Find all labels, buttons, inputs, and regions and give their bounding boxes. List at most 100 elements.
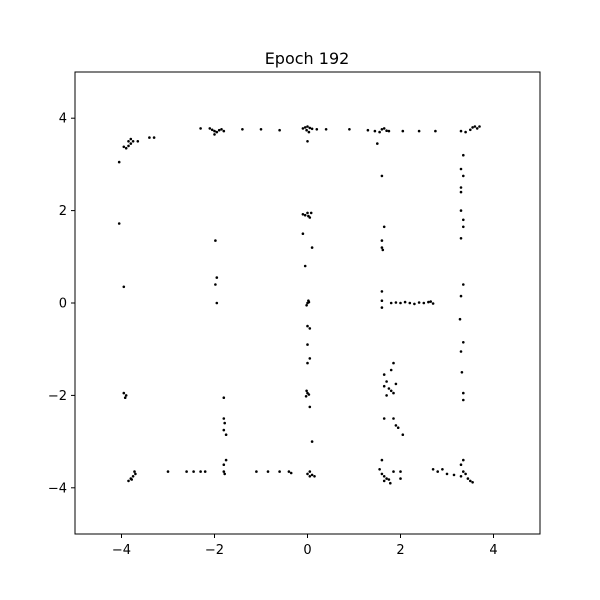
data-point-30 — [376, 142, 379, 145]
data-point-9 — [241, 128, 244, 131]
data-point-108 — [422, 301, 426, 305]
data-point-172 — [380, 458, 384, 462]
data-point-85 — [308, 357, 312, 360]
data-point-103 — [399, 301, 402, 305]
data-point-7 — [222, 129, 226, 133]
data-point-155 — [222, 463, 226, 467]
data-point-91 — [308, 405, 312, 409]
data-point-31 — [401, 129, 405, 133]
data-point-175 — [399, 477, 402, 480]
data-point-159 — [287, 470, 291, 473]
data-point-174 — [399, 470, 402, 473]
data-point-167 — [380, 472, 384, 476]
data-point-109 — [427, 300, 430, 304]
data-point-113 — [385, 380, 388, 383]
data-point-52 — [462, 153, 465, 157]
data-point-176 — [389, 481, 392, 485]
data-point-66 — [460, 371, 464, 374]
data-point-178 — [436, 470, 440, 473]
data-point-127 — [214, 239, 217, 242]
data-point-57 — [459, 209, 463, 212]
data-point-58 — [462, 218, 465, 222]
chart-title: Epoch 192 — [265, 49, 350, 68]
data-point-34 — [459, 129, 463, 133]
data-point-128 — [215, 276, 219, 279]
data-point-154 — [224, 458, 228, 462]
data-point-180 — [445, 472, 449, 476]
data-point-44 — [127, 140, 130, 143]
data-point-77 — [303, 264, 307, 268]
data-point-106 — [413, 302, 416, 306]
data-point-24 — [373, 129, 377, 133]
data-point-131 — [222, 396, 226, 400]
data-point-8 — [199, 127, 202, 130]
data-point-48 — [148, 136, 151, 139]
data-point-112 — [382, 373, 386, 376]
data-point-173 — [392, 470, 395, 473]
data-point-153 — [223, 472, 226, 476]
data-point-148 — [185, 470, 188, 473]
data-point-16 — [310, 127, 314, 131]
data-point-14 — [306, 125, 309, 128]
data-point-23 — [366, 128, 370, 132]
data-point-189 — [459, 463, 463, 467]
data-point-137 — [122, 285, 126, 289]
data-point-80 — [305, 304, 308, 307]
y-tick-label: 2 — [59, 204, 67, 219]
data-point-139 — [124, 394, 128, 397]
data-point-144 — [134, 472, 137, 476]
data-point-53 — [459, 167, 463, 171]
data-point-21 — [324, 128, 328, 131]
data-point-96 — [380, 246, 384, 249]
data-point-94 — [382, 225, 386, 229]
data-point-121 — [385, 394, 388, 397]
data-point-181 — [452, 473, 456, 477]
data-point-115 — [387, 387, 391, 390]
data-point-20 — [315, 128, 319, 131]
data-point-62 — [459, 294, 463, 298]
data-point-28 — [385, 129, 388, 132]
data-point-67 — [462, 391, 465, 395]
data-point-50 — [117, 160, 121, 164]
data-point-140 — [123, 396, 127, 400]
y-tick-label: −4 — [48, 481, 67, 496]
data-point-33 — [434, 129, 437, 133]
data-point-59 — [462, 225, 465, 229]
data-point-122 — [392, 417, 395, 420]
data-point-136 — [117, 222, 121, 225]
data-point-107 — [417, 301, 421, 304]
data-point-146 — [133, 470, 136, 473]
data-point-166 — [378, 468, 381, 471]
data-point-56 — [459, 190, 463, 194]
data-point-82 — [306, 324, 309, 328]
data-point-187 — [471, 481, 474, 484]
data-point-26 — [380, 128, 384, 131]
data-point-55 — [459, 186, 463, 189]
data-point-63 — [458, 317, 462, 321]
data-point-117 — [392, 391, 395, 395]
data-point-0 — [208, 127, 212, 130]
data-point-143 — [131, 475, 135, 478]
data-point-135 — [224, 433, 228, 437]
data-point-165 — [308, 475, 312, 478]
data-point-95 — [380, 239, 384, 242]
data-point-75 — [301, 232, 305, 235]
data-point-132 — [222, 417, 226, 420]
data-point-22 — [348, 128, 351, 131]
data-point-54 — [462, 174, 465, 178]
data-point-102 — [394, 301, 398, 304]
data-point-18 — [307, 130, 311, 134]
data-point-1 — [210, 128, 214, 132]
data-point-46 — [131, 140, 135, 143]
data-point-73 — [309, 211, 313, 215]
data-point-111 — [431, 302, 435, 305]
data-point-40 — [475, 127, 479, 130]
data-points — [117, 125, 481, 485]
data-point-138 — [122, 391, 126, 395]
data-point-162 — [308, 470, 312, 473]
data-point-179 — [441, 468, 444, 471]
data-point-169 — [385, 477, 388, 480]
data-point-74 — [307, 214, 310, 218]
data-point-69 — [301, 213, 305, 216]
data-point-10 — [259, 128, 263, 131]
